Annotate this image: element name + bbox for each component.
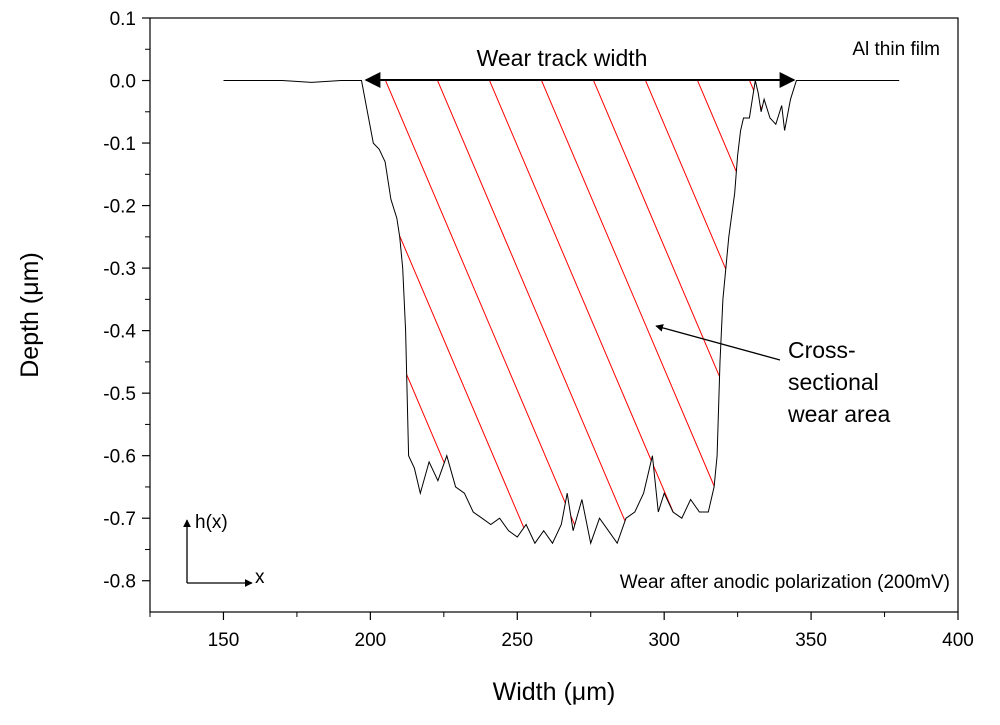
condition-label: Wear after anodic polarization (200mV) xyxy=(620,572,950,593)
y-axis: 0.1 0.0 -0.1 -0.2 -0.3 -0.4 -0.5 -0.6 -0.7 -0.8 xyxy=(103,9,150,593)
hatch-line xyxy=(0,81,16,556)
profile-line xyxy=(223,80,900,546)
hatch-line xyxy=(361,80,381,544)
hatch-line xyxy=(489,80,693,544)
x-tick-label: 150 xyxy=(208,630,240,651)
y-tick-label: -0.4 xyxy=(103,322,136,343)
x-tick-label: 350 xyxy=(795,630,827,651)
hatch-line xyxy=(854,81,1000,556)
material-label: Al thin film xyxy=(852,39,940,60)
wear-track-width-label: Wear track width xyxy=(477,45,648,71)
hatch-line xyxy=(802,81,1000,556)
hatch-line xyxy=(385,80,589,544)
y-axis-label: Depth (μm) xyxy=(16,252,44,378)
x-axis: 150 200 250 300 350 400 xyxy=(149,612,974,651)
area-pointer-arrow xyxy=(655,324,781,361)
y-tick-label: -0.6 xyxy=(103,447,136,468)
hatch-line xyxy=(361,80,537,544)
hatch-line xyxy=(361,80,433,544)
hatch-line xyxy=(361,80,485,544)
h-axis-label: h(x) xyxy=(195,512,228,533)
area-label-line1: Cross- xyxy=(788,337,856,363)
hatch-line xyxy=(126,81,328,556)
plot-frame xyxy=(149,17,959,613)
y-tick-label: 0.0 xyxy=(110,72,136,93)
y-tick-label: -0.8 xyxy=(103,572,136,593)
hatch-line xyxy=(697,80,797,544)
hatch-line xyxy=(437,80,641,544)
hatch-line xyxy=(749,80,797,544)
x-tick-label: 200 xyxy=(355,630,387,651)
y-tick-label: 0.1 xyxy=(110,9,136,30)
y-tick-label: -0.7 xyxy=(103,509,136,530)
hatch-line xyxy=(645,80,797,544)
x-tick-label: 250 xyxy=(501,630,533,651)
area-label-line3: wear area xyxy=(787,401,890,427)
hatch-line xyxy=(593,80,797,544)
y-tick-label: -0.1 xyxy=(103,134,136,155)
y-tick-label: -0.2 xyxy=(103,197,136,218)
area-label-line2: sectional xyxy=(788,369,879,395)
x-tick-label: 300 xyxy=(648,630,680,651)
hatch-line xyxy=(906,81,1000,556)
x-axis-small-label: x xyxy=(255,567,265,588)
hatch-line xyxy=(958,81,1000,556)
x-axis-label: Width (μm) xyxy=(493,678,616,706)
y-tick-label: -0.5 xyxy=(103,384,136,405)
x-tick-label: 400 xyxy=(942,630,974,651)
y-tick-label: -0.3 xyxy=(103,259,136,280)
hatch-line xyxy=(541,80,745,544)
